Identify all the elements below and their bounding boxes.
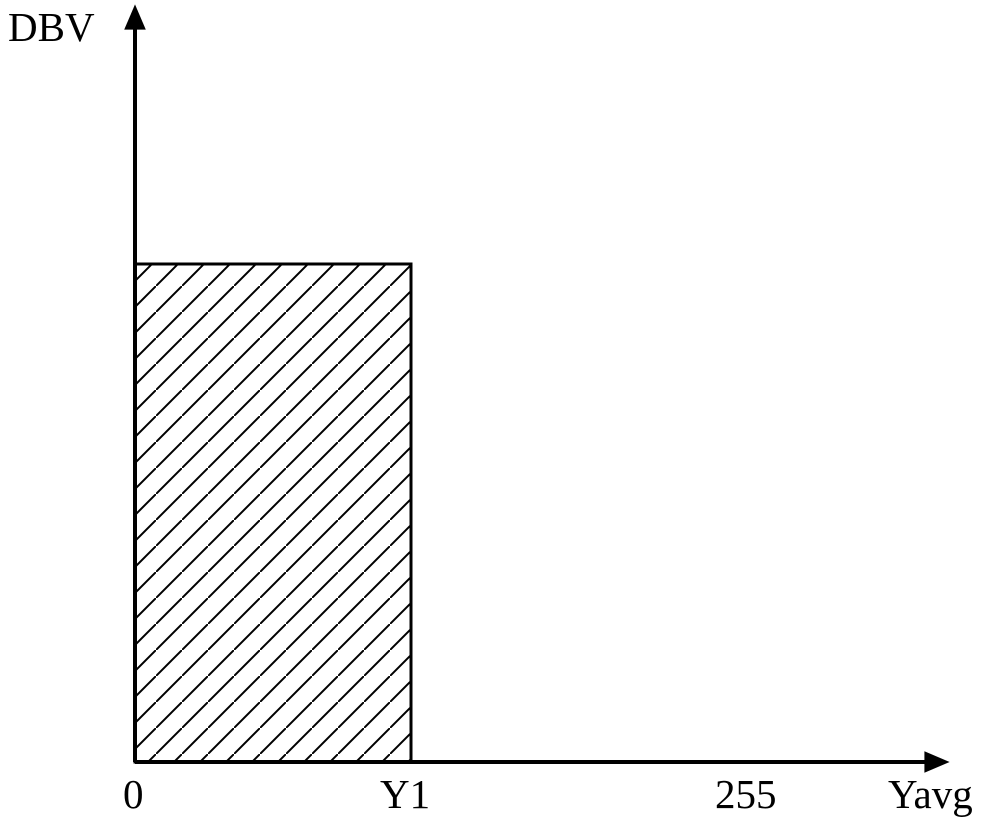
y-axis-label: DBV [8, 3, 95, 51]
tick-origin: 0 [123, 770, 144, 818]
bar-hatch-fill [135, 264, 411, 762]
chart-svg [0, 0, 1000, 834]
tick-y1: Y1 [380, 770, 430, 818]
chart-container: DBV Yavg 0 Y1 255 [0, 0, 1000, 834]
y-axis-arrowhead [124, 4, 146, 29]
tick-255: 255 [715, 770, 777, 818]
x-axis-label: Yavg [888, 770, 973, 818]
